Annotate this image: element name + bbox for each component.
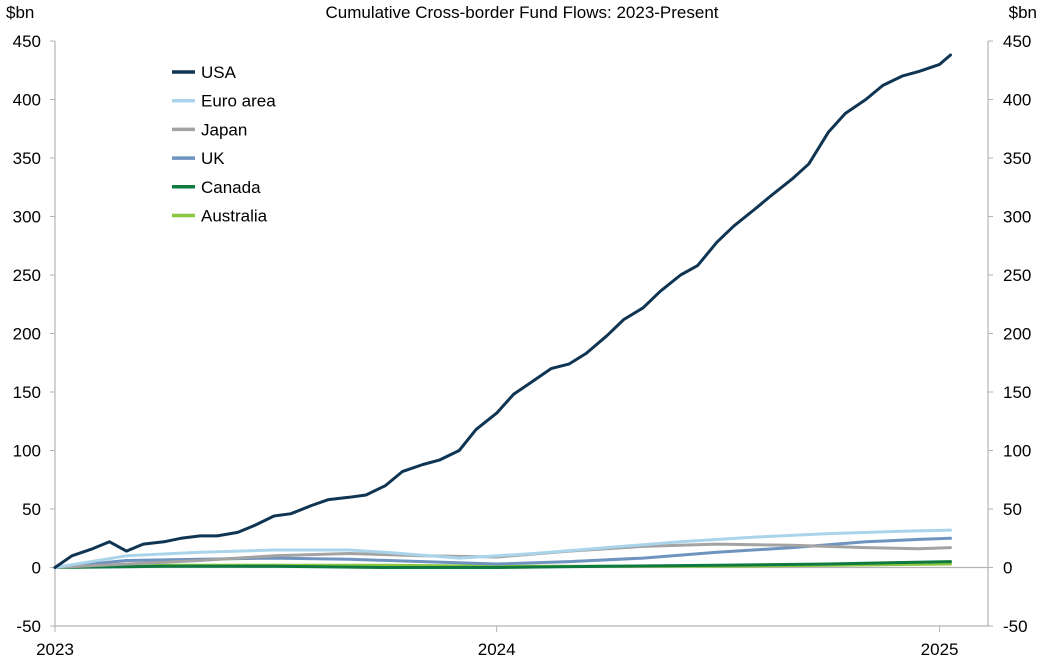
left-y-tick-label: 150	[13, 383, 41, 402]
x-tick-label: 2023	[36, 640, 74, 659]
left-y-tick-label: 300	[13, 208, 41, 227]
x-tick-label: 2024	[478, 640, 516, 659]
right-y-tick-label: 0	[1003, 559, 1012, 578]
right-y-tick-label: 100	[1003, 442, 1031, 461]
left-y-tick-label: -50	[16, 617, 41, 636]
right-y-tick-label: 250	[1003, 266, 1031, 285]
legend-label-japan: Japan	[201, 120, 247, 139]
chart-title: Cumulative Cross-border Fund Flows: 2023…	[325, 3, 718, 22]
right-y-tick-label: 200	[1003, 325, 1031, 344]
left-y-tick-label: 200	[13, 325, 41, 344]
left-y-tick-label: 400	[13, 91, 41, 110]
legend: USA Euro area Japan UK Canada Australia	[172, 63, 276, 226]
left-y-tick-label: 250	[13, 266, 41, 285]
left-y-tick-label: 50	[22, 500, 41, 519]
right-y-tick-label: 50	[1003, 500, 1022, 519]
legend-label-canada: Canada	[201, 178, 261, 197]
series-line-euro-area	[53, 528, 952, 569]
legend-label-uk: UK	[201, 149, 225, 168]
left-y-tick-label: 350	[13, 149, 41, 168]
legend-label-euro-area: Euro area	[201, 92, 276, 111]
right-y-tick-label: 300	[1003, 208, 1031, 227]
series-line-canada	[53, 560, 952, 569]
left-y-tick-label: 0	[32, 559, 41, 578]
series-layer	[53, 53, 952, 569]
right-axis-unit-label: $bn	[1009, 3, 1037, 22]
series-line-usa	[53, 53, 952, 569]
left-axis-unit-label: $bn	[6, 3, 34, 22]
left-y-tick-label: 100	[13, 442, 41, 461]
right-y-tick-label: 450	[1003, 32, 1031, 51]
right-y-tick-label: 150	[1003, 383, 1031, 402]
right-y-tick-label: 400	[1003, 91, 1031, 110]
axes-group: -50 -50 0 0 50 50 100 100 150 150 200 200 250 250 300 3…	[13, 32, 1032, 659]
right-y-tick-label: 350	[1003, 149, 1031, 168]
legend-label-usa: USA	[201, 63, 237, 82]
right-y-tick-label: -50	[1003, 617, 1028, 636]
left-y-tick-label: 450	[13, 32, 41, 51]
legend-label-australia: Australia	[201, 207, 268, 226]
x-tick-label: 2025	[921, 640, 959, 659]
